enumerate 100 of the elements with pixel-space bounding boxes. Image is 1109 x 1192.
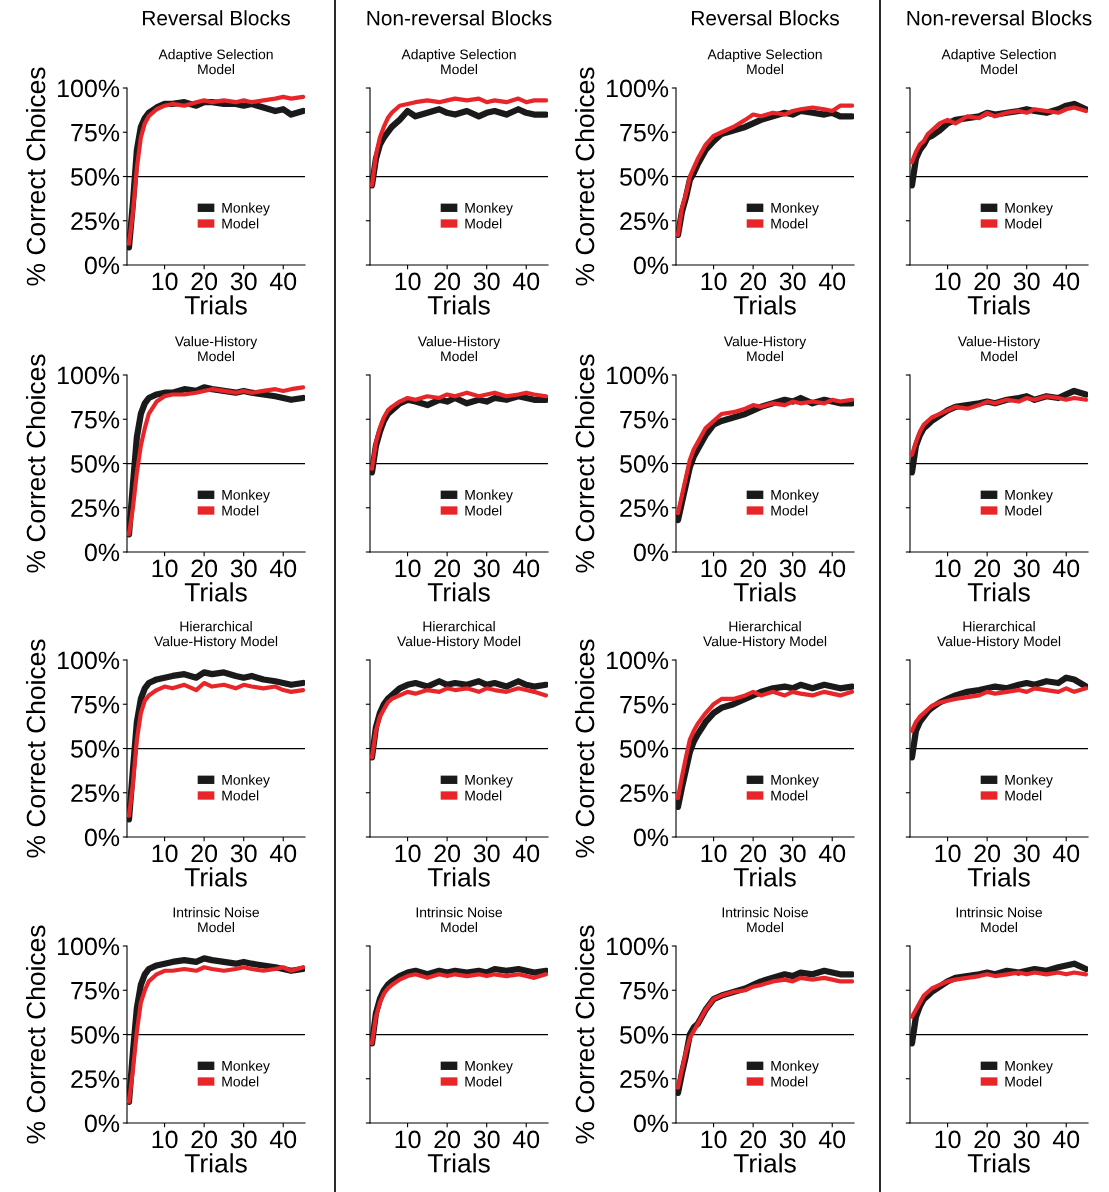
x-tick-label: 20 [434, 272, 461, 291]
legend-label: Monkey [1005, 489, 1053, 503]
x-tick-label: 30 [230, 1130, 257, 1149]
legend-label: Model [222, 1076, 259, 1087]
y-axis-title: % Correct Choices [574, 67, 595, 286]
y-tick-label: 75% [71, 123, 120, 142]
x-axis-title: Trials [733, 295, 796, 315]
x-tick-label: 10 [935, 844, 961, 863]
legend-label: Model [222, 790, 259, 801]
x-tick-label: 10 [395, 559, 421, 578]
x-tick-label: 40 [512, 272, 540, 291]
x-tick-label: 20 [740, 844, 767, 863]
x-tick-label: 10 [152, 844, 178, 863]
x-tick-label: 30 [473, 559, 500, 578]
x-tick-label: 30 [1013, 272, 1040, 291]
legend-label: Monkey [222, 489, 270, 503]
y-tick-label: 25% [620, 1070, 669, 1089]
y-tick-label: 50% [620, 740, 669, 758]
legend-label: Monkey [771, 774, 819, 788]
x-tick-label: 40 [1052, 844, 1080, 863]
legend-label: Monkey [222, 774, 270, 788]
x-tick-label: 30 [779, 272, 806, 291]
y-tick-label: 100% [58, 79, 120, 98]
x-tick-label: 30 [473, 272, 500, 291]
y-tick-label: 75% [71, 981, 120, 1000]
x-tick-label: 10 [701, 272, 727, 291]
x-tick-label: 20 [191, 559, 218, 578]
x-tick-label: 10 [701, 1130, 727, 1149]
chart-title: Adaptive Selection Model [401, 49, 516, 75]
x-tick-label: 40 [1052, 1130, 1080, 1149]
x-axis-title: Trials [427, 1153, 490, 1173]
x-tick-label: 20 [434, 559, 461, 578]
y-axis-title: % Correct Choices [574, 925, 595, 1144]
y-tick-label: 0% [84, 543, 120, 562]
x-tick-label: 40 [269, 559, 297, 578]
x-tick-label: 20 [740, 1130, 767, 1149]
y-tick-label: 0% [633, 828, 669, 847]
chart-title: Intrinsic Noise Model [956, 907, 1042, 933]
x-tick-label: 20 [974, 272, 1001, 291]
legend-label: Model [771, 505, 808, 516]
x-tick-label: 10 [395, 1130, 421, 1149]
y-tick-label: 100% [607, 79, 669, 98]
chart-title: Adaptive Selection Model [707, 49, 822, 75]
x-tick-label: 20 [191, 1130, 218, 1149]
x-axis-title: Trials [184, 867, 247, 887]
x-tick-label: 30 [1013, 844, 1040, 863]
legend-label: Model [222, 218, 259, 229]
x-tick-label: 10 [935, 559, 961, 578]
x-tick-label: 10 [701, 844, 727, 863]
y-tick-label: 25% [620, 212, 669, 231]
y-tick-label: 0% [84, 1114, 120, 1133]
y-axis-title: % Correct Choices [25, 639, 46, 858]
x-tick-label: 40 [818, 1130, 846, 1149]
legend-label: Model [1005, 790, 1042, 801]
x-tick-label: 10 [701, 559, 727, 578]
x-tick-label: 20 [740, 559, 767, 578]
x-axis-title: Trials [427, 582, 490, 602]
y-tick-label: 25% [71, 499, 120, 518]
text: Reversal Blocks [692, 10, 839, 26]
y-tick-label: 0% [633, 1114, 669, 1133]
x-axis-title: Trials [733, 867, 796, 887]
x-tick-label: 10 [395, 272, 421, 291]
y-tick-label: 0% [84, 256, 120, 275]
x-axis-title: Trials [184, 582, 247, 602]
x-axis-title: Trials [427, 295, 490, 315]
chart-title: Value-History Model [417, 336, 501, 362]
x-tick-label: 20 [740, 272, 767, 291]
legend-label: Model [465, 1076, 502, 1087]
y-tick-label: 100% [58, 937, 120, 956]
x-tick-label: 40 [1052, 272, 1080, 291]
y-tick-label: 75% [71, 695, 120, 714]
legend-label: Monkey [1005, 1060, 1053, 1074]
x-tick-label: 40 [512, 1130, 540, 1149]
y-tick-label: 100% [58, 651, 120, 670]
legend-label: Model [465, 505, 502, 516]
chart-title: Intrinsic Noise Model [416, 907, 502, 933]
y-tick-label: 50% [620, 168, 669, 186]
y-tick-label: 25% [71, 784, 120, 803]
y-tick-label: 25% [71, 212, 120, 231]
legend-label: Monkey [222, 1060, 270, 1074]
chart-title: Adaptive Selection Model [941, 49, 1056, 75]
y-tick-label: 75% [620, 123, 669, 142]
legend-label: Monkey [771, 489, 819, 503]
y-tick-label: 25% [620, 784, 669, 803]
chart-title: Hierarchical Value-History Model [937, 621, 1061, 649]
x-axis-title: Trials [967, 295, 1030, 315]
y-tick-label: 0% [633, 543, 669, 562]
legend-label: Monkey [1005, 774, 1053, 788]
y-tick-label: 100% [607, 651, 669, 670]
legend-label: Monkey [465, 202, 513, 216]
x-tick-label: 30 [473, 844, 500, 863]
legend-label: Monkey [771, 1060, 819, 1074]
y-tick-label: 50% [620, 1026, 669, 1044]
x-tick-label: 30 [779, 1130, 806, 1149]
x-tick-label: 10 [152, 1130, 178, 1149]
x-axis-title: Trials [967, 582, 1030, 602]
text: Reversal Blocks [143, 10, 290, 26]
y-tick-label: 100% [607, 937, 669, 956]
chart-title: Value-History Model [957, 336, 1041, 362]
x-tick-label: 30 [779, 559, 806, 578]
